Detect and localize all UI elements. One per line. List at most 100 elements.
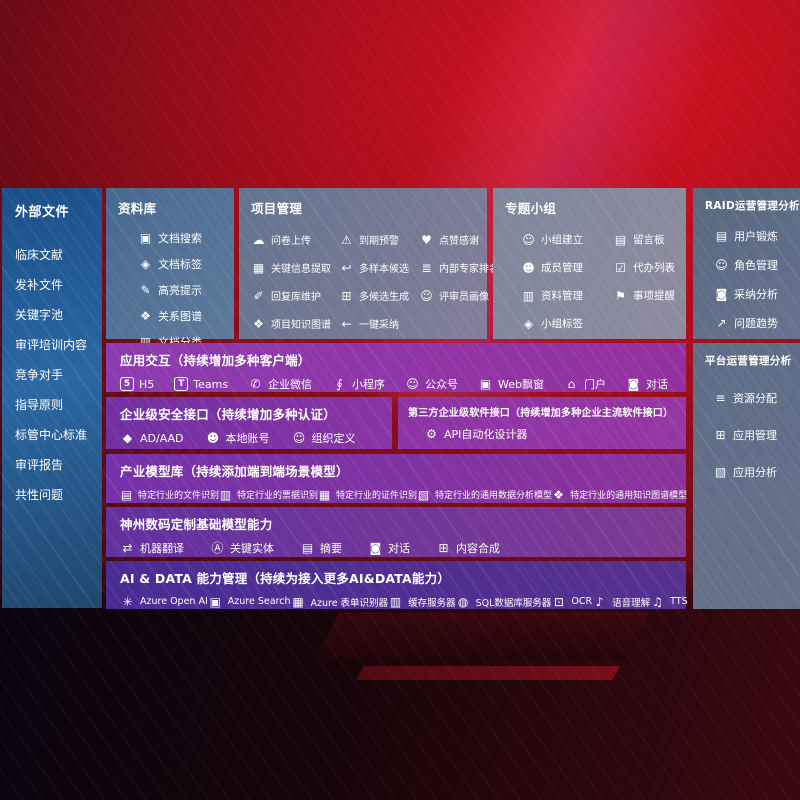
feature-label: 缓存服务器	[408, 597, 456, 609]
enterprise-security-title: 企业级安全接口（持续增加多种认证）	[120, 407, 336, 422]
platform-analysis-title: 平台运营管理分析	[705, 355, 792, 367]
feature-label: 特定行业的票据识别	[237, 491, 319, 501]
feature-label: 留言板	[633, 234, 665, 246]
like-thanks-icon: ♥	[421, 232, 432, 247]
feature-label: 特定行业的通用数据分析模型	[435, 491, 553, 501]
thirdparty-software-interface-panel: 第三方企业级软件接口（持续增加多种企业主流软件接口） ⚙ API自动化设计器	[398, 397, 686, 449]
group-create-icon: ☺	[522, 232, 535, 247]
feature-item: ▤ 留言板	[613, 232, 686, 247]
feature-label: API自动化设计器	[444, 428, 528, 441]
feature-item: T Teams	[174, 377, 228, 391]
feature-label: 多候选生成	[359, 292, 409, 303]
feature-label: AD/AAD	[140, 431, 184, 445]
library-panel: 资料库 ▣文档搜索◈文档标签✎高亮提示❖关系图谱▥文档分类	[106, 188, 234, 349]
feature-item: ∮ 小程序	[332, 376, 385, 392]
feature-label: 特定行业的文件识别	[138, 491, 220, 501]
web-popup-window-icon: ▣	[479, 377, 492, 391]
dialogue-chat-icon: ◙	[369, 541, 382, 555]
feature-item: ◙ 对话	[626, 376, 668, 392]
sidebar-item: 发补文件	[15, 278, 64, 292]
feature-label: 多样本候选	[359, 264, 409, 275]
feature-label: 到期预警	[359, 236, 399, 247]
feature-item: ◆ AD/AAD	[120, 431, 184, 446]
feature-item: ↗ 问题趋势	[714, 315, 800, 331]
machine-translation-icon: ⇄	[122, 541, 133, 555]
feature-item: ◙ 对话	[368, 540, 410, 556]
reviewer-profile-icon: ☺	[420, 288, 433, 303]
member-manage-icon: ☻	[522, 260, 535, 275]
todo-list-icon: ☑	[615, 260, 626, 275]
due-alarm-icon: ⚠	[341, 232, 352, 247]
feature-label: 应用管理	[733, 429, 777, 442]
topic-groups-title: 专题小组	[505, 201, 557, 216]
feature-label: Azure Search	[227, 596, 291, 607]
feature-item: ⊞ 内容合成	[436, 540, 500, 556]
feature-item: ✆ 企业微信	[248, 376, 313, 392]
feature-item: ⌂ 门户	[564, 376, 606, 392]
project-management-panel: 项目管理 ☁ 问卷上传 ⚠ 到期预警 ♥ 点赞感谢 ▦ 关键信息提取 ↩ 多样本候选 ≣ 内部专家排名…	[239, 188, 499, 339]
custom-base-model-title: 神州数码定制基础模型能力	[120, 517, 273, 532]
feature-item: ▣ Azure Search	[208, 594, 291, 609]
feature-label: 文档搜索	[158, 232, 202, 245]
cloud-upload-icon: ☁	[252, 232, 265, 247]
feature-item: ▥ 缓存服务器	[388, 594, 456, 609]
feature-label: 一键采纳	[359, 320, 399, 331]
feature-label: 问题趋势	[734, 317, 778, 330]
feature-label: 组织定义	[311, 432, 356, 445]
feature-label: 小程序	[352, 378, 386, 391]
feature-item: ◈ 文档标签	[138, 256, 234, 272]
feature-label: 机器翻译	[140, 542, 184, 555]
group-tag-icon: ◈	[523, 316, 534, 331]
library-items: ▣文档搜索◈文档标签✎高亮提示❖关系图谱▥文档分类	[118, 230, 234, 350]
feature-item: ❖ 关系图谱	[138, 308, 234, 324]
feature-item: ♥ 点赞感谢	[419, 232, 499, 248]
doc-tag-icon: ◈	[140, 257, 151, 271]
feature-label: 小组建立	[541, 234, 583, 246]
dialogue-chat-icon: ◙	[627, 377, 640, 391]
feature-label: 特定行业的通用知识图谱模型	[570, 491, 688, 501]
ad-aad-shield-icon: ◆	[122, 431, 133, 445]
feature-item: ▤ 摘要	[300, 540, 342, 556]
feature-item: ☻ 成员管理	[521, 260, 613, 275]
feature-item: ▣ Web飘窗	[478, 376, 544, 392]
external-files-title: 外部文件	[15, 205, 70, 220]
feature-item: ▦ 特定行业的证件识别	[318, 487, 417, 502]
feature-label: 代办列表	[633, 262, 675, 274]
app-interaction-items: 5 H5 T Teams ✆ 企业微信 ∮ 小程序 ☺ 公众号 ▣ Web飘窗 ⌂ 门户 ◙ 对话	[120, 376, 672, 392]
key-info-extract-icon: ▦	[252, 260, 265, 275]
external-files-list: 临床文献 发补文件 关键字池 审评培训内容 竞争对手 指导原则 标管中心标准 审评报告 共性问题	[15, 246, 96, 503]
industry-receipt-recognition-icon: ▥	[219, 487, 232, 502]
topic-groups-items: ☺ 小组建立 ▤ 留言板 ☻ 成员管理 ☑ 代办列表 ▥ 资料管理 ⚑ 事项提醒 ◈ 小组标签	[505, 232, 686, 331]
feature-item: ♫ TTS	[650, 594, 687, 609]
feature-label: Azure 表单识别器	[310, 597, 389, 609]
feature-item: ☺ 小组建立	[521, 232, 613, 247]
feature-label: 评审员画像	[439, 292, 489, 303]
feature-label: TTS	[670, 596, 688, 607]
local-account-icon: ☻	[206, 431, 220, 445]
feature-item: ◍ SQL数据库服务器	[456, 594, 552, 609]
feature-item: ▤ 特定行业的文件识别	[120, 487, 219, 502]
key-entity-icon: Ⓐ	[211, 541, 224, 555]
feature-item: ▤ 用户锻炼	[714, 228, 800, 244]
feature-item: ◈ 小组标签	[521, 316, 613, 331]
feature-label: OCR	[571, 596, 593, 607]
feature-label: 回复库维护	[271, 292, 321, 303]
raid-analysis-items: ▤ 用户锻炼 ☺ 角色管理 ◙ 采纳分析 ↗ 问题趋势	[705, 228, 800, 331]
industry-data-analysis-model-icon: ▧	[417, 487, 430, 502]
multi-candidate-generate-icon: ⊞	[341, 288, 352, 303]
feature-item: ⚑ 事项提醒	[613, 288, 686, 303]
feature-item: ✐ 回复库维护	[251, 288, 337, 304]
feature-item: ≣ 内部专家排名	[419, 260, 499, 276]
teams-icon: T	[174, 377, 189, 391]
sidebar-item: 审评培训内容	[15, 338, 88, 352]
trend-chart-icon: ↗	[716, 316, 727, 330]
feature-label: Teams	[193, 377, 229, 391]
monitor-stand-bar	[356, 666, 620, 680]
feature-item: ⊡ OCR	[551, 594, 592, 609]
feature-label: SQL数据库服务器	[475, 597, 552, 609]
feature-item: ☁ 问卷上传	[251, 232, 337, 248]
user-id-card-icon: ▤	[715, 229, 728, 243]
feature-item: ▣ 文档搜索	[138, 230, 234, 246]
feature-item: ❖ 项目知识图谱	[251, 316, 337, 332]
feature-label: 关键实体	[230, 542, 274, 555]
